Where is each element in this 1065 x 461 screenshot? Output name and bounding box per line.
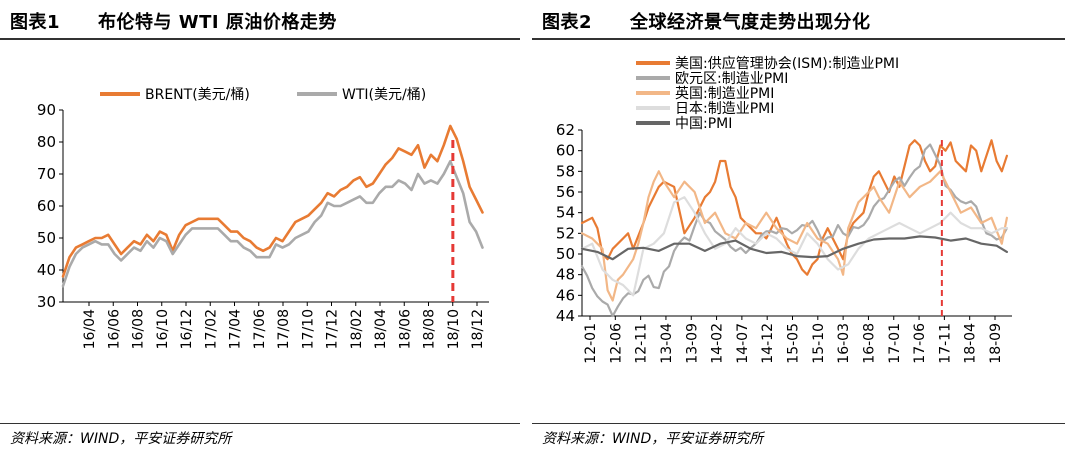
y-tick-label: 30: [37, 293, 56, 311]
x-tick-label: 17-06: [912, 323, 928, 364]
x-tick-label: 12-01: [583, 323, 599, 364]
x-tick-label: 16-08: [861, 323, 877, 364]
legend-label: BRENT(美元/桶): [145, 87, 250, 103]
x-tick-label: 13-04: [659, 323, 675, 364]
source-note: 资料来源：WIND，平安证券研究所: [542, 431, 764, 447]
x-tick-label: 16/10: [155, 309, 171, 349]
source-rule: [532, 423, 1065, 424]
series-line: [61, 124, 484, 278]
x-tick-label: 16/04: [82, 309, 98, 349]
legend-label: WTI(美元/桶): [342, 87, 426, 103]
x-tick-label: 16/08: [131, 309, 147, 349]
legend-label: 美国:供应管理协会(ISM):制造业PMI: [675, 55, 899, 72]
x-tick-label: 18/06: [397, 309, 413, 349]
chart-title: 图表1 布伦特与 WTI 原油价格走势: [10, 8, 337, 34]
source-rule: [0, 423, 520, 424]
y-tick-label: 56: [556, 183, 575, 201]
legend-label: 日本:制造业PMI: [675, 101, 774, 117]
x-tick-label: 17/06: [252, 309, 268, 349]
chart-panel-1: 图表1 布伦特与 WTI 原油价格走势 30 40 50 60 70 80 90 16/04 16…: [0, 0, 520, 461]
series-line: [580, 196, 1008, 297]
chart-title: 图表2 全球经济景气度走势出现分化: [542, 8, 871, 34]
oil-price-chart: 30 40 50 60 70 80 90 16/04 16/06 16/08 16/10 16/12 1…: [37, 87, 489, 349]
x-tick-label: 16/06: [106, 309, 122, 349]
y-tick-label: 60: [37, 197, 56, 215]
x-tick-label: 17/02: [203, 309, 219, 349]
x-tick-label: 18/12: [470, 309, 486, 349]
figure-title: 全球经济景气度走势出现分化: [630, 12, 871, 33]
x-tick-label: 18/08: [422, 309, 438, 349]
x-tick-label: 17/10: [300, 309, 316, 349]
x-tick-label: 17-01: [887, 323, 903, 364]
x-tick-label: 14-02: [710, 323, 726, 364]
y-tick-label: 62: [556, 121, 575, 139]
series-line: [580, 139, 1008, 276]
x-tick-label: 18/10: [446, 309, 462, 349]
y-tick-label: 54: [556, 204, 575, 222]
series-line: [580, 235, 1008, 261]
y-tick-label: 46: [556, 286, 575, 304]
x-tick-label: 16/12: [179, 309, 195, 349]
x-tick-label: 12-06: [608, 323, 624, 364]
figure-title: 布伦特与 WTI 原油价格走势: [98, 12, 337, 33]
pmi-chart: 44 46 48 50 52 54 56 58 60 62 12-01 12-06 12-11 13-04…: [556, 55, 1012, 364]
y-tick-label: 48: [556, 266, 575, 284]
x-tick-label: 13-09: [684, 323, 700, 364]
x-tick-label: 18-09: [988, 323, 1004, 364]
x-tick-label: 18/04: [373, 309, 389, 349]
legend-label: 中国:PMI: [675, 116, 732, 132]
series-line: [61, 159, 484, 288]
y-tick-label: 50: [556, 245, 575, 263]
legend-label: 英国:制造业PMI: [675, 85, 774, 102]
legend-label: 欧元区:制造业PMI: [675, 71, 788, 87]
y-tick-label: 52: [556, 224, 575, 242]
title-rule: [0, 38, 520, 40]
figure-number: 图表1: [10, 12, 61, 33]
x-tick-label: 15-05: [786, 323, 802, 364]
x-tick-label: 17-11: [937, 323, 953, 364]
x-tick-label: 16-03: [836, 323, 852, 364]
x-tick-label: 14-12: [760, 323, 776, 364]
x-tick-label: 12-11: [634, 323, 650, 364]
source-note: 资料来源：WIND，平安证券研究所: [10, 431, 232, 447]
x-tick-label: 15-10: [811, 323, 827, 364]
y-tick-label: 50: [37, 229, 56, 247]
y-tick-label: 58: [556, 162, 575, 180]
series-line: [580, 170, 1008, 302]
y-tick-label: 44: [556, 307, 575, 325]
x-tick-label: 18/02: [349, 309, 365, 349]
x-tick-label: 17/08: [276, 309, 292, 349]
series-line: [580, 143, 1008, 318]
title-rule: [532, 38, 1065, 40]
y-tick-label: 70: [37, 165, 56, 183]
y-tick-label: 90: [37, 101, 56, 119]
x-tick-label: 18-04: [963, 323, 979, 364]
figure-number: 图表2: [542, 12, 593, 33]
y-tick-label: 40: [37, 261, 56, 279]
x-tick-label: 14-07: [735, 323, 751, 364]
y-tick-label: 60: [556, 142, 575, 160]
x-tick-label: 17/04: [228, 309, 244, 349]
chart-panel-2: 图表2 全球经济景气度走势出现分化 44 46 48 50 52 54 56 58 60 62 12-…: [532, 0, 1065, 461]
y-tick-label: 80: [37, 133, 56, 151]
x-tick-label: 17/12: [325, 309, 341, 349]
